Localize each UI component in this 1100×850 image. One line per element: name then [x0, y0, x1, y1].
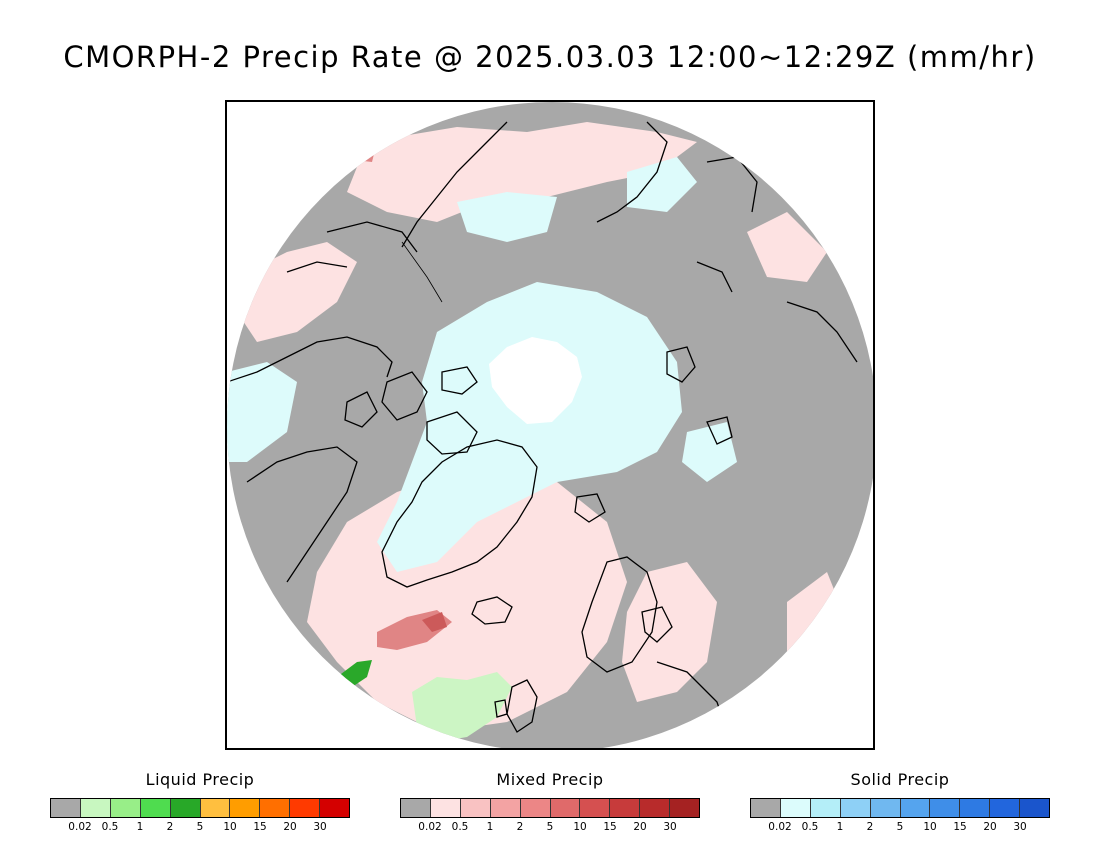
- legend-liquid: Liquid Precip 0.02 0.5 1 2 5 10 15 20 30: [50, 770, 350, 833]
- legend-swatch: [140, 799, 171, 817]
- legend-tick-label: 0.02: [768, 821, 792, 833]
- legend-mixed: Mixed Precip 0.02 0.5 1 2 5 10 15 20 30: [400, 770, 700, 833]
- legend-tick-label: 5: [896, 821, 904, 833]
- legend-tick-label: 15: [253, 821, 267, 833]
- legend-tick-label: 10: [573, 821, 587, 833]
- solid-precip-core: [489, 337, 582, 424]
- legend-swatch: [780, 799, 811, 817]
- legend-solid: Solid Precip 0.02 0.5 1 2 5 10 15 20 30: [750, 770, 1050, 833]
- legend-swatch: [460, 799, 491, 817]
- legend-tick-label: 5: [546, 821, 554, 833]
- legend-tick-label: 20: [633, 821, 647, 833]
- legend-swatch: [51, 799, 81, 817]
- legend-swatch: [550, 799, 581, 817]
- legend-tick-label: 2: [516, 821, 524, 833]
- legend-ticks: 0.02 0.5 1 2 5 10 15 20 30: [400, 818, 700, 833]
- legend-tick-label: 15: [953, 821, 967, 833]
- legend-swatch: [930, 799, 961, 817]
- legend-tick-label: 20: [983, 821, 997, 833]
- legend-ticks: 0.02 0.5 1 2 5 10 15 20 30: [50, 818, 350, 833]
- legend-tick-label: 10: [223, 821, 237, 833]
- legend-swatch: [870, 799, 901, 817]
- legend-swatch: [810, 799, 841, 817]
- legend-tick-label: 1: [136, 821, 144, 833]
- legend-colorbar: [400, 798, 700, 818]
- legend-title: Liquid Precip: [145, 770, 255, 789]
- legend-swatch: [960, 799, 991, 817]
- legend-tick-label: 1: [836, 821, 844, 833]
- legend-swatch: [490, 799, 521, 817]
- polar-map: [225, 100, 875, 750]
- legend-swatch: [1020, 799, 1050, 817]
- legend-swatch: [430, 799, 461, 817]
- legend-swatch: [580, 799, 611, 817]
- legend-swatch: [200, 799, 231, 817]
- legend-tick-label: 20: [283, 821, 297, 833]
- precip-map-svg: [227, 102, 873, 748]
- chart-title: CMORPH-2 Precip Rate @ 2025.03.03 12:00~…: [63, 40, 1037, 74]
- legend-tick-label: 15: [603, 821, 617, 833]
- legend-swatch: [320, 799, 350, 817]
- legend-ticks: 0.02 0.5 1 2 5 10 15 20 30: [750, 818, 1050, 833]
- legend-tick-label: 30: [1013, 821, 1027, 833]
- legend-tick-label: 5: [196, 821, 204, 833]
- legend-tick-label: 0.02: [68, 821, 92, 833]
- legend-tick-label: 0.5: [451, 821, 469, 833]
- legend-swatch: [230, 799, 261, 817]
- legend-swatch: [80, 799, 111, 817]
- legend-tick-label: 30: [313, 821, 327, 833]
- legend-tick-label: 10: [923, 821, 937, 833]
- legend-colorbar: [50, 798, 350, 818]
- legend-swatch: [290, 799, 321, 817]
- legend-title: Mixed Precip: [496, 770, 604, 789]
- legend-tick-label: 0.5: [801, 821, 819, 833]
- legend-tick-label: 0.02: [418, 821, 442, 833]
- legend-tick-label: 30: [663, 821, 677, 833]
- legend-swatch: [990, 799, 1021, 817]
- coastlines: [227, 121, 858, 733]
- legend-swatch: [401, 799, 431, 817]
- legend-swatch: [670, 799, 700, 817]
- legend-swatch: [640, 799, 671, 817]
- legend-tick-label: 0.5: [101, 821, 119, 833]
- legend-swatch: [840, 799, 871, 817]
- legend-swatch: [610, 799, 641, 817]
- legend-swatch: [520, 799, 551, 817]
- legend-swatch: [900, 799, 931, 817]
- legend-swatch: [260, 799, 291, 817]
- legend-colorbar: [750, 798, 1050, 818]
- legend-tick-label: 2: [166, 821, 174, 833]
- legend-swatch: [110, 799, 141, 817]
- legend-tick-label: 2: [866, 821, 874, 833]
- legend-title: Solid Precip: [850, 770, 950, 789]
- legend-swatch: [751, 799, 781, 817]
- legend-swatch: [170, 799, 201, 817]
- legend-tick-label: 1: [486, 821, 494, 833]
- solid-precip-regions: [227, 157, 737, 572]
